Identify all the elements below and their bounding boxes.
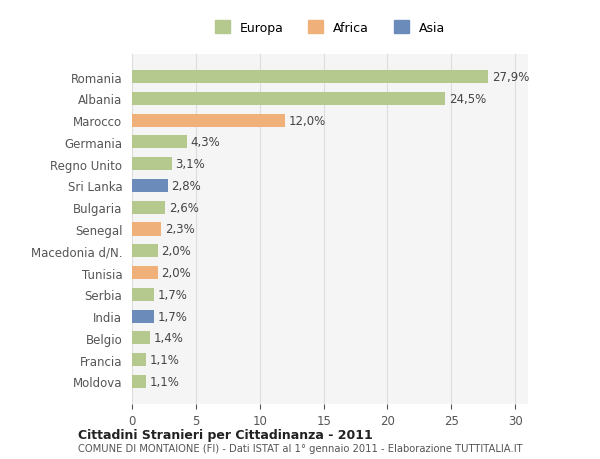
Bar <box>132 93 445 106</box>
Bar <box>132 158 172 171</box>
Text: 2,3%: 2,3% <box>165 223 195 236</box>
Bar <box>132 353 146 366</box>
Text: 2,8%: 2,8% <box>172 179 202 192</box>
Text: 4,3%: 4,3% <box>191 136 221 149</box>
Text: 2,0%: 2,0% <box>161 245 191 257</box>
Bar <box>132 114 285 128</box>
Bar <box>132 288 154 301</box>
Text: 1,7%: 1,7% <box>158 288 187 301</box>
Bar <box>132 71 488 84</box>
Bar <box>132 201 165 214</box>
Text: 24,5%: 24,5% <box>449 93 486 106</box>
Text: 1,4%: 1,4% <box>154 331 184 345</box>
Text: Cittadini Stranieri per Cittadinanza - 2011: Cittadini Stranieri per Cittadinanza - 2… <box>78 428 373 442</box>
Text: 1,1%: 1,1% <box>150 375 180 388</box>
Text: 1,7%: 1,7% <box>158 310 187 323</box>
Legend: Europa, Africa, Asia: Europa, Africa, Asia <box>209 16 451 39</box>
Text: 1,1%: 1,1% <box>150 353 180 366</box>
Bar <box>132 331 150 345</box>
Text: 3,1%: 3,1% <box>175 158 205 171</box>
Bar <box>132 223 161 236</box>
Bar <box>132 375 146 388</box>
Bar <box>132 310 154 323</box>
Text: 12,0%: 12,0% <box>289 114 326 128</box>
Text: 2,6%: 2,6% <box>169 202 199 214</box>
Text: 2,0%: 2,0% <box>161 267 191 280</box>
Bar <box>132 266 158 280</box>
Bar <box>132 136 187 149</box>
Bar <box>132 245 158 258</box>
Bar <box>132 179 168 193</box>
Text: 27,9%: 27,9% <box>492 71 530 84</box>
Text: COMUNE DI MONTAIONE (FI) - Dati ISTAT al 1° gennaio 2011 - Elaborazione TUTTITAL: COMUNE DI MONTAIONE (FI) - Dati ISTAT al… <box>78 443 523 453</box>
